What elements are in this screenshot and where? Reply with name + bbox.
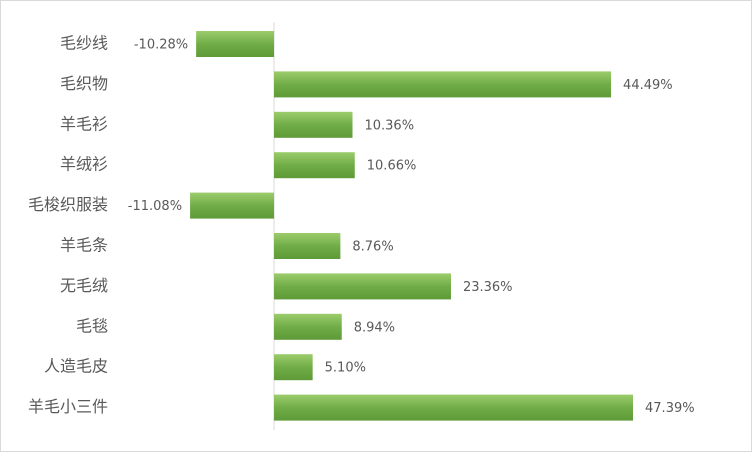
category-label: 羊绒衫 [60, 155, 108, 174]
data-label: 23.36% [463, 280, 513, 295]
category-label: 羊毛衫 [60, 114, 108, 133]
bar [274, 313, 342, 340]
data-label: 5.10% [325, 361, 366, 376]
data-label: 8.76% [352, 240, 393, 255]
bar [190, 192, 275, 219]
category-label: 毛毯 [76, 316, 108, 335]
category-label: 无毛绒 [60, 276, 108, 295]
data-label: 10.36% [364, 118, 414, 133]
bar [274, 273, 451, 300]
bar [196, 31, 275, 57]
category-label: 毛纱线 [60, 34, 108, 53]
data-label: 47.39% [645, 401, 695, 416]
data-label: -11.08% [128, 199, 182, 214]
category-label: 羊毛条 [60, 236, 108, 255]
bar [274, 394, 634, 421]
bar [274, 71, 612, 98]
bar [274, 233, 341, 259]
data-label: 44.49% [623, 78, 673, 93]
category-label: 毛织物 [60, 74, 108, 93]
data-label: 10.66% [367, 159, 417, 174]
data-label: 8.94% [354, 320, 395, 335]
bar [274, 354, 313, 381]
category-label: 羊毛小三件 [28, 397, 108, 416]
category-label: 毛梭织服装 [28, 195, 108, 214]
data-label: -10.28% [134, 38, 188, 53]
category-label: 人造毛皮 [44, 357, 108, 376]
bar [274, 111, 353, 138]
bar [274, 152, 355, 179]
